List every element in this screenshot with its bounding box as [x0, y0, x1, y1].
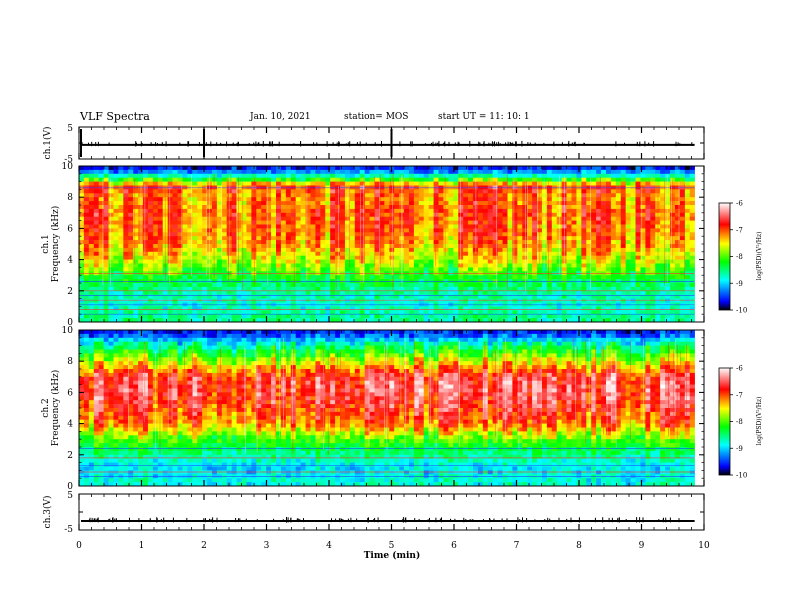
ch2-spectrogram	[79, 330, 695, 487]
ch2-spectrogram-panel: 0 2 4 6 8 10 ch.2 Frequency (kHz)	[41, 326, 705, 492]
colorbar-tick-label: -10	[736, 307, 747, 315]
chart-title: VLF Spectra	[80, 110, 150, 123]
ch1-spectrogram-ylabel-a: ch.1	[41, 234, 51, 253]
freq-tick-label: 0	[67, 318, 73, 328]
ch1-spectrogram-panel: 0 2 4 6 8 10 ch.1 Frequency (kHz)	[41, 162, 705, 328]
time-tick-label: 3	[264, 541, 270, 551]
colorbar-tick-label: -7	[736, 391, 743, 399]
ch1-waveform-spikes	[80, 129, 393, 157]
colorbar-tick-label: -6	[736, 200, 743, 208]
ch1-waveform-panel: 5 -5 ch.1(V)	[42, 124, 705, 165]
ch2-spectrogram-ylabel-b: Frequency (kHz)	[50, 370, 61, 447]
ch3-ytick-bottom: -5	[64, 525, 73, 535]
time-tick-label: 9	[639, 541, 645, 551]
ch2-spectrogram-ylabel-a: ch.2	[41, 398, 51, 417]
time-tick-label: 4	[326, 541, 332, 551]
colorbar-tick-label: -9	[736, 280, 743, 288]
ch1-spectrogram	[79, 166, 695, 323]
time-axis-label: Time (min)	[364, 550, 421, 561]
freq-tick-label: 8	[67, 193, 73, 203]
ch2-colorbar-gradient	[718, 367, 731, 476]
ch3-ytick-top: 5	[67, 491, 73, 501]
time-tick-label: 5	[389, 541, 395, 551]
ch2-colorbar-label: log(PSD)(V²/Hz)	[756, 397, 763, 446]
colorbar-tick-label: -7	[736, 226, 743, 234]
ch1-ytick-bottom: -5	[64, 155, 73, 165]
colorbar-tick-label: -8	[736, 253, 743, 261]
ch3-waveform-ylabel: ch.3(V)	[42, 496, 53, 529]
time-tick-label: 1	[139, 541, 145, 551]
freq-tick-label: 4	[67, 256, 73, 266]
ch1-spectrogram-ylabel-b: Frequency (kHz)	[50, 206, 61, 283]
freq-tick-label: 2	[67, 451, 73, 461]
station-label: station= MOS	[344, 112, 409, 122]
ch2-colorbar-ticks: -6 -7 -8 -9 -10	[730, 365, 747, 480]
colorbar-tick-label: -10	[736, 472, 747, 480]
time-tick-label: 6	[451, 541, 457, 551]
freq-tick-label: 6	[67, 224, 73, 234]
time-tick-label: 10	[698, 541, 710, 551]
colorbar-tick-label: -8	[736, 418, 743, 426]
freq-tick-label: 0	[67, 482, 73, 492]
date-label: Jan. 10, 2021	[250, 112, 311, 122]
ch1-waveform-ylabel: ch.1(V)	[42, 127, 53, 160]
time-tick-label: 0	[76, 541, 82, 551]
ch1-colorbar-ticks: -6 -7 -8 -9 -10	[730, 200, 747, 315]
freq-tick-label: 6	[67, 388, 73, 398]
time-tick-label: 7	[514, 541, 520, 551]
freq-tick-label: 2	[67, 287, 73, 297]
start-time-label: start UT = 11: 10: 1	[438, 112, 530, 122]
ch2-frequency-axis: 0 2 4 6 8 10	[62, 326, 704, 492]
ch1-frequency-axis: 0 2 4 6 8 10	[62, 162, 704, 328]
colorbar-tick-label: -6	[736, 365, 743, 373]
ch1-colorbar: -6 -7 -8 -9 -10 log(PSD)(V²/Hz)	[718, 200, 763, 315]
colorbar-tick-label: -9	[736, 445, 743, 453]
freq-tick-label: 8	[67, 357, 73, 367]
ch1-ytick-top: 5	[67, 124, 73, 134]
freq-tick-label: 10	[62, 326, 74, 336]
ch1-colorbar-gradient	[718, 202, 731, 311]
time-axis: 0 1 2 3 4 5 6 7 8 9 10	[76, 127, 710, 551]
ch1-colorbar-label: log(PSD)(V²/Hz)	[756, 232, 763, 281]
ch2-colorbar: -6 -7 -8 -9 -10 log(PSD)(V²/Hz)	[718, 365, 763, 480]
freq-tick-label: 10	[62, 162, 74, 172]
time-tick-label: 8	[576, 541, 582, 551]
freq-tick-label: 4	[67, 420, 73, 430]
time-tick-label: 2	[201, 541, 207, 551]
